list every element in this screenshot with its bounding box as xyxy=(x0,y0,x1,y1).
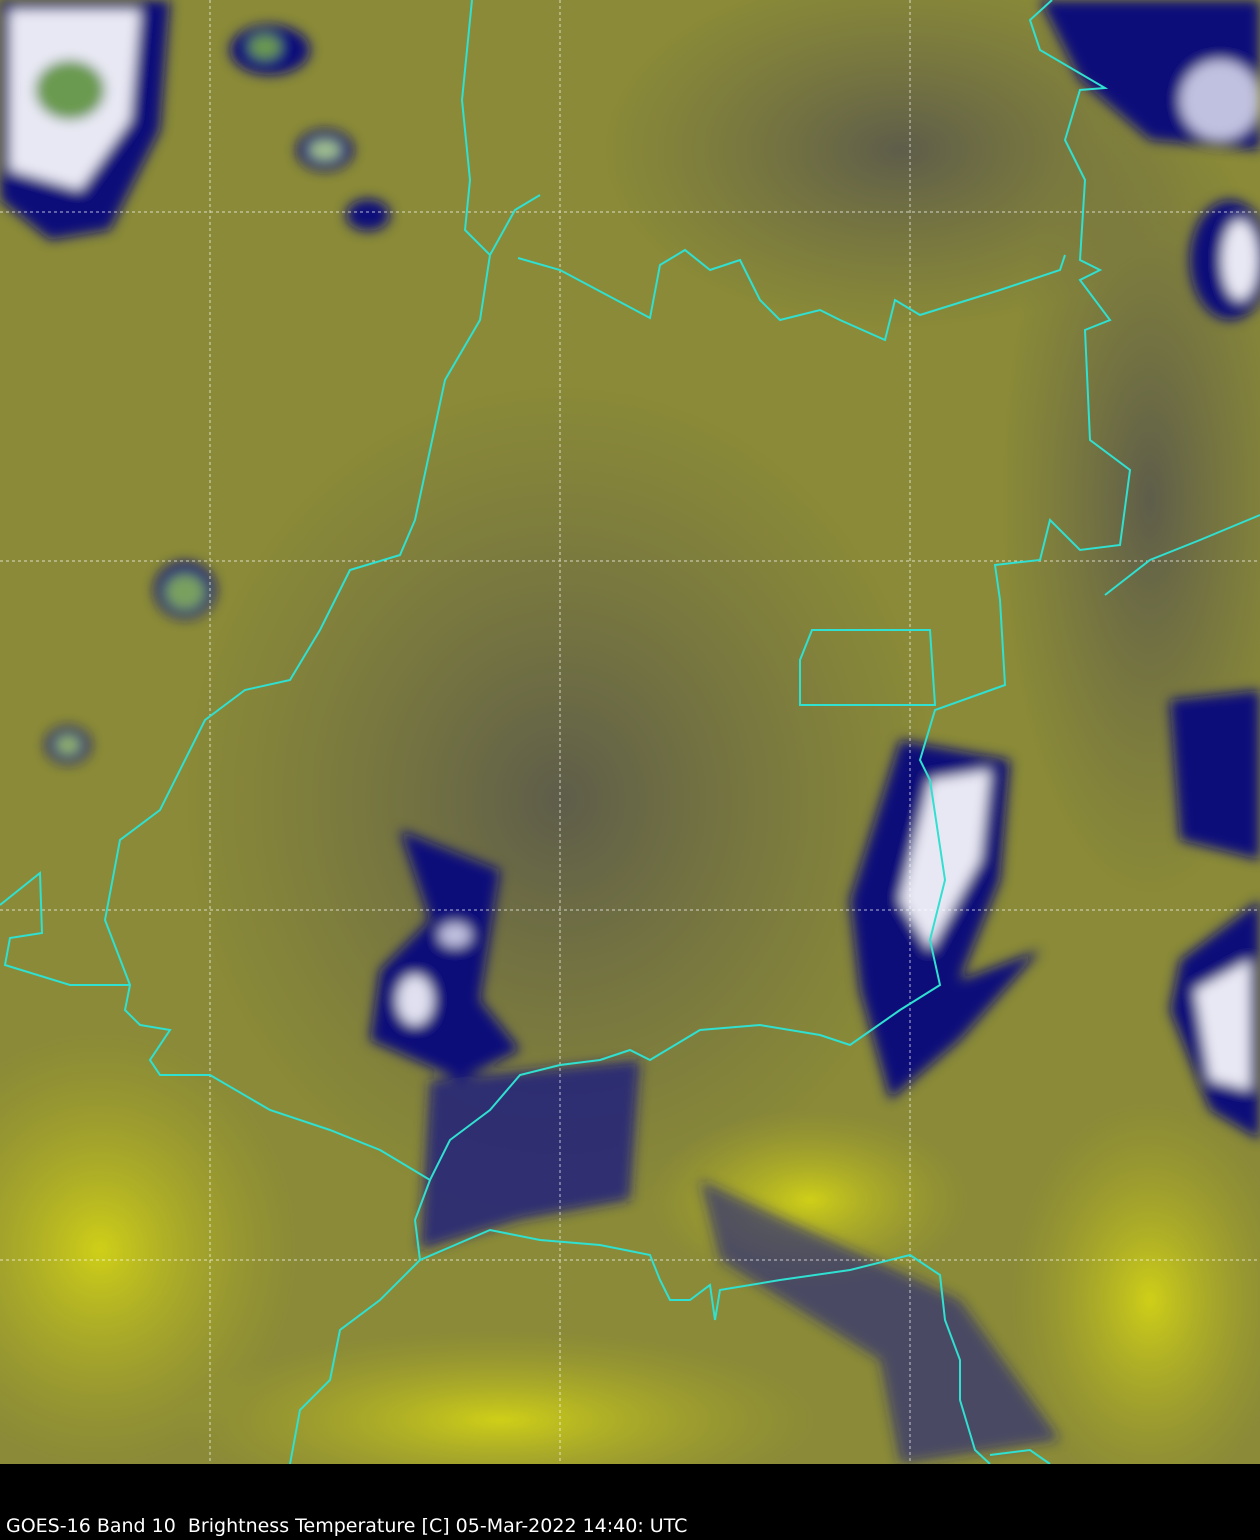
satellite-map xyxy=(0,0,1260,1464)
cloud-tops xyxy=(0,0,1260,1464)
image-caption: GOES-16 Band 10 Brightness Temperature [… xyxy=(6,1515,688,1537)
political-borders xyxy=(0,0,1260,1464)
gridlines xyxy=(0,0,1260,1464)
